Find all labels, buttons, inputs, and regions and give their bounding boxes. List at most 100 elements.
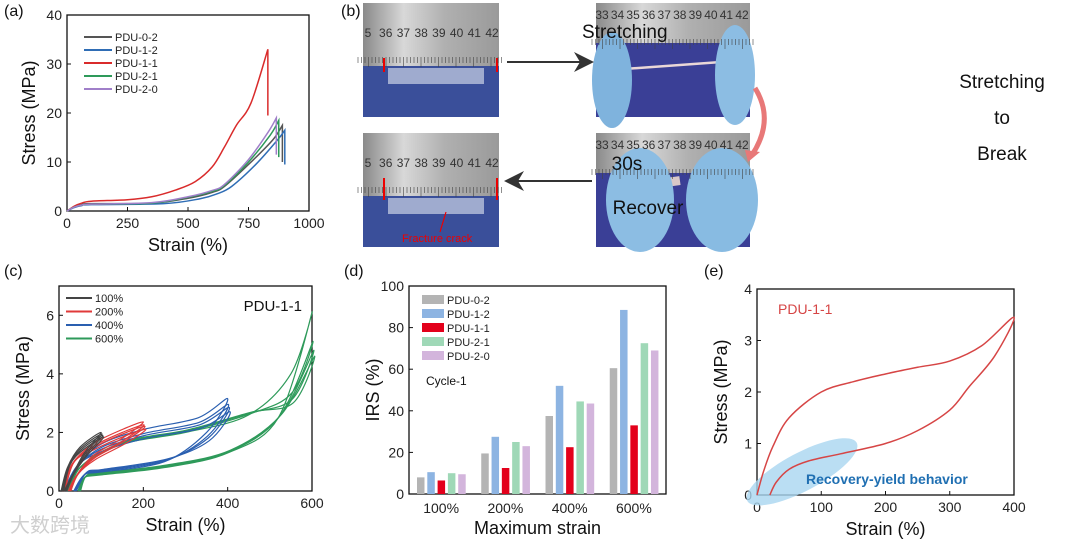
ruler-label: 41 bbox=[720, 138, 734, 152]
chart-title: PDU-1-1 bbox=[244, 298, 302, 315]
bar-PDU-1-1-400% bbox=[566, 447, 574, 494]
bar-PDU-0-2-200% bbox=[481, 453, 489, 494]
photo-stretching: 33 34 35 36 37 38 39 40 41 42 bbox=[591, 3, 755, 128]
recovery-yield-highlight bbox=[746, 438, 858, 506]
y-tick-label: 6 bbox=[46, 307, 54, 323]
ruler-label: 37 bbox=[397, 26, 411, 40]
cycle-annotation: Cycle-1 bbox=[426, 374, 467, 388]
x-tick-label: 0 bbox=[63, 215, 71, 231]
ruler-label: 39 bbox=[432, 26, 446, 40]
x-axis-title: Strain (%) bbox=[845, 519, 925, 539]
legend-label: 600% bbox=[95, 334, 123, 346]
ruler-label: 40 bbox=[450, 156, 464, 170]
chart-a-stress-strain: 0 10 20 30 40 0 250 500 750 1000 Strain (%) Stress … bbox=[19, 7, 325, 255]
cycle-loop-400% bbox=[64, 403, 230, 492]
bar-PDU-1-2-400% bbox=[555, 385, 564, 494]
chart-e-recovery-yield: 012340100200300400Strain (%)Stress (MPa)… bbox=[711, 281, 1026, 539]
ruler-label: 5 bbox=[365, 156, 372, 170]
panel-label-e: (e) bbox=[704, 263, 724, 280]
chart-c-cyclic: 0 2 4 6 0 200 400 600 Strain (%) Stress (MPa) PDU-… bbox=[13, 285, 324, 535]
bar-PDU-1-2-200% bbox=[491, 436, 500, 494]
plot-frame bbox=[66, 14, 310, 212]
cycle-loop-400% bbox=[65, 406, 230, 492]
ruler-label: 36 bbox=[642, 8, 656, 22]
watermark: 大数跨境 bbox=[10, 514, 90, 537]
panel-label-b: (b) bbox=[341, 3, 361, 20]
x-tick-label: 750 bbox=[237, 215, 261, 231]
x-tick-label: 100 bbox=[810, 499, 834, 515]
legend-swatch bbox=[422, 337, 444, 346]
legend-label: PDU-2-0 bbox=[447, 351, 490, 363]
x-tick-label: 600% bbox=[616, 500, 652, 516]
y-tick-label: 100 bbox=[381, 278, 405, 294]
ruler-label: 37 bbox=[658, 8, 672, 22]
y-tick-label: 40 bbox=[46, 7, 62, 23]
y-tick-label: 40 bbox=[388, 403, 404, 419]
y-tick-label: 10 bbox=[46, 154, 62, 170]
y-tick-label: 0 bbox=[46, 483, 54, 499]
ruler-label: 40 bbox=[704, 138, 718, 152]
plot-frame bbox=[408, 285, 667, 495]
bar-PDU-2-0-200% bbox=[522, 446, 530, 494]
x-tick-label: 1000 bbox=[293, 215, 324, 231]
bar-PDU-1-1-200% bbox=[501, 468, 510, 494]
ruler-label: 35 bbox=[626, 138, 640, 152]
legend-label: 100% bbox=[95, 293, 123, 305]
photo-before: 5 36 37 38 39 40 41 42 bbox=[357, 3, 502, 117]
recover-time-label: 30s bbox=[612, 154, 643, 175]
y-tick-label: 3 bbox=[744, 333, 752, 349]
y-tick-label: 60 bbox=[388, 361, 404, 377]
x-tick-label: 200 bbox=[874, 499, 898, 515]
ruler-label: 38 bbox=[673, 8, 687, 22]
arrow-head-icon bbox=[745, 150, 760, 162]
chart-d-irs-bars: 0 20 40 60 80 100 Maximum strain IRS (%) 100% 200… bbox=[363, 278, 667, 538]
bar-PDU-2-0-600% bbox=[650, 350, 659, 494]
legend-label: PDU-2-0 bbox=[115, 84, 158, 96]
y-axis-title: Stress (MPa) bbox=[13, 336, 33, 441]
legend-label: PDU-0-2 bbox=[115, 32, 158, 44]
legend-label: PDU-1-2 bbox=[447, 309, 490, 321]
legend-swatch bbox=[422, 295, 444, 304]
break-label-2: to bbox=[994, 108, 1010, 129]
ruler-label: 33 bbox=[595, 8, 609, 22]
bar-PDU-0-2-100% bbox=[417, 477, 425, 494]
bar-PDU-2-1-100% bbox=[447, 473, 456, 494]
ruler-label: 37 bbox=[397, 156, 411, 170]
y-tick-label: 2 bbox=[46, 424, 54, 440]
legend-label: PDU-2-1 bbox=[115, 71, 158, 83]
legend-label: PDU-0-2 bbox=[447, 295, 490, 307]
y-axis-title: Stress (MPa) bbox=[19, 60, 39, 165]
ruler-label: 34 bbox=[611, 8, 625, 22]
y-tick-label: 4 bbox=[744, 281, 752, 297]
x-tick-label: 200 bbox=[132, 495, 156, 511]
x-tick-label: 0 bbox=[55, 495, 63, 511]
photo-break: 33 34 35 36 37 38 39 40 41 42 bbox=[591, 133, 758, 252]
bar-PDU-2-0-100% bbox=[458, 474, 466, 494]
y-tick-label: 0 bbox=[396, 486, 404, 502]
y-axis-title: IRS (%) bbox=[363, 359, 383, 422]
y-axis-title: Stress (MPa) bbox=[711, 339, 731, 444]
legend-label: PDU-1-1 bbox=[115, 58, 158, 70]
x-axis-title: Maximum strain bbox=[474, 518, 601, 538]
ruler-label: 35 bbox=[626, 8, 640, 22]
y-tick-label: 80 bbox=[388, 320, 404, 336]
plot-frame bbox=[58, 285, 313, 492]
chart-title: PDU-1-1 bbox=[778, 301, 833, 317]
ruler-label: 38 bbox=[414, 26, 428, 40]
ruler-label: 34 bbox=[611, 138, 625, 152]
panel-label-c: (c) bbox=[4, 263, 23, 280]
legend-label: PDU-1-2 bbox=[115, 45, 158, 57]
bar-PDU-1-1-100% bbox=[437, 480, 446, 494]
ruler-label: 41 bbox=[468, 26, 482, 40]
ruler-label: 37 bbox=[658, 138, 672, 152]
legend-label: PDU-2-1 bbox=[447, 337, 490, 349]
break-label-1: Stretching bbox=[959, 72, 1045, 93]
x-tick-label: 200% bbox=[487, 500, 523, 516]
x-tick-label: 400% bbox=[552, 500, 588, 516]
x-tick-label: 300 bbox=[938, 499, 962, 515]
bar-PDU-2-1-600% bbox=[640, 343, 649, 494]
bar-PDU-2-1-200% bbox=[512, 442, 520, 494]
x-tick-label: 250 bbox=[116, 215, 140, 231]
ruler-label: 38 bbox=[414, 156, 428, 170]
